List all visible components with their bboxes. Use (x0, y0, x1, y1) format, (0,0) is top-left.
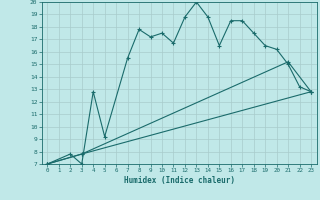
X-axis label: Humidex (Indice chaleur): Humidex (Indice chaleur) (124, 176, 235, 185)
